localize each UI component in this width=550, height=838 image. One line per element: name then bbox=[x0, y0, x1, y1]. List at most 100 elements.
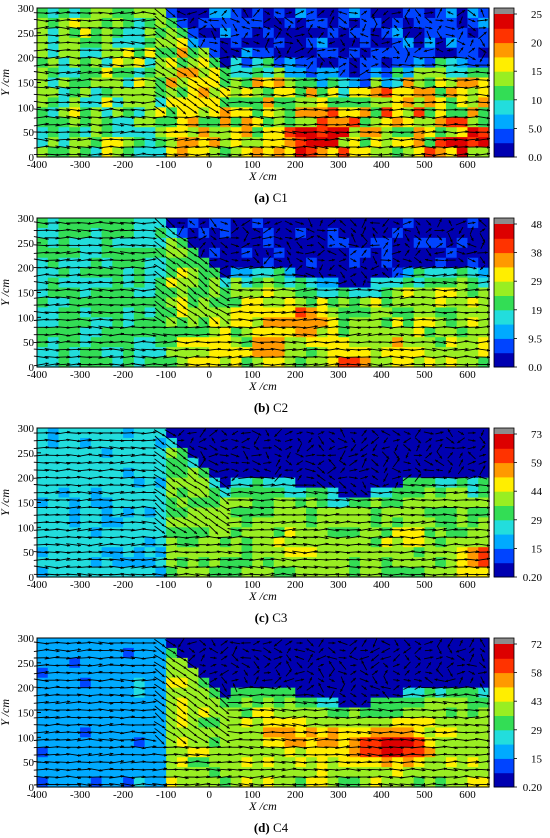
field-cell bbox=[338, 37, 350, 49]
field-cell bbox=[230, 117, 243, 128]
field-cell bbox=[263, 147, 275, 158]
field-cell bbox=[435, 477, 447, 489]
x-tick-label: -300 bbox=[70, 579, 91, 591]
field-cell bbox=[273, 507, 286, 518]
field-cell bbox=[101, 717, 113, 728]
y-tick-label: 300 bbox=[18, 423, 35, 435]
field-cell bbox=[101, 17, 113, 29]
field-cell bbox=[187, 147, 200, 158]
field-cell bbox=[263, 647, 275, 659]
y-tick-label: 300 bbox=[18, 213, 35, 225]
field-cell bbox=[338, 297, 350, 308]
field-cell bbox=[263, 477, 275, 489]
vector-arrow bbox=[196, 106, 209, 114]
field-cell bbox=[370, 37, 382, 49]
field-cell bbox=[413, 57, 426, 69]
field-cell bbox=[230, 297, 243, 308]
field-cell bbox=[424, 127, 436, 138]
field-cell bbox=[144, 87, 156, 98]
field-cell bbox=[133, 117, 146, 128]
field-cell bbox=[176, 277, 189, 289]
field-cell bbox=[424, 27, 436, 39]
field-cell bbox=[123, 87, 135, 98]
y-tick-label: 0 bbox=[29, 572, 35, 584]
field-cell bbox=[112, 17, 124, 29]
field-cell bbox=[155, 497, 167, 509]
vector-arrow bbox=[186, 98, 198, 107]
field-cell bbox=[241, 137, 253, 148]
x-tick-label: 600 bbox=[459, 369, 476, 381]
field-cell bbox=[90, 357, 103, 368]
y-tick-label: 150 bbox=[18, 498, 35, 510]
field-cell bbox=[456, 8, 469, 19]
field-cell bbox=[209, 428, 221, 439]
field-cell bbox=[209, 47, 221, 59]
field-cell bbox=[445, 218, 458, 229]
field-cell bbox=[176, 707, 189, 719]
field-cell bbox=[209, 697, 221, 709]
field-cell bbox=[155, 87, 167, 98]
field-cell bbox=[58, 317, 70, 328]
field-cell bbox=[187, 67, 200, 79]
x-tick-label: 500 bbox=[416, 369, 433, 381]
field-cell bbox=[166, 17, 178, 29]
field-cell bbox=[123, 77, 135, 89]
field-cell bbox=[241, 8, 253, 19]
field-cell bbox=[327, 107, 339, 118]
field-cell bbox=[467, 97, 479, 108]
x-tick-label: -300 bbox=[70, 159, 91, 171]
field-cell bbox=[370, 57, 382, 69]
field-cell bbox=[306, 107, 318, 118]
field-cell bbox=[133, 87, 146, 98]
colorbar-tick-label: 29 bbox=[531, 276, 543, 288]
field-cell bbox=[295, 77, 307, 89]
field-cell bbox=[273, 638, 286, 649]
field-cell bbox=[359, 327, 372, 338]
field-cell bbox=[166, 537, 178, 548]
field-cell bbox=[80, 147, 92, 158]
vector-arrow bbox=[76, 145, 92, 149]
field-cell bbox=[284, 27, 296, 39]
field-cell bbox=[445, 87, 458, 98]
field-cell bbox=[198, 137, 210, 148]
field-cell bbox=[478, 147, 490, 158]
field-cell bbox=[219, 67, 232, 79]
field-cell bbox=[69, 507, 81, 518]
field-cell bbox=[209, 87, 221, 98]
field-cell bbox=[456, 327, 469, 338]
field-cell bbox=[112, 257, 124, 269]
vector-arrow bbox=[313, 130, 329, 134]
field-cell bbox=[370, 477, 382, 489]
field-cell bbox=[316, 667, 329, 679]
field-cell bbox=[219, 497, 232, 509]
field-cell bbox=[467, 17, 479, 29]
field-cell bbox=[101, 107, 113, 118]
colorbar-swatch bbox=[494, 266, 514, 282]
field-cell bbox=[144, 57, 156, 69]
field-cell bbox=[478, 567, 490, 578]
field-cell bbox=[198, 77, 210, 89]
field-cell bbox=[381, 357, 393, 368]
field-cell bbox=[209, 247, 221, 259]
field-cell bbox=[176, 467, 189, 479]
y-tick-label: 0 bbox=[29, 152, 35, 164]
field-cell bbox=[316, 557, 329, 568]
x-tick-label: -200 bbox=[113, 579, 134, 591]
field-cell bbox=[198, 467, 210, 479]
field-cell bbox=[144, 107, 156, 118]
field-cell bbox=[219, 77, 232, 89]
field-cell bbox=[187, 47, 200, 59]
field-cell bbox=[252, 147, 264, 158]
field-cell bbox=[187, 467, 200, 479]
field-cell bbox=[370, 237, 382, 249]
field-cell bbox=[392, 237, 404, 249]
field-cell bbox=[467, 147, 479, 158]
field-cell bbox=[316, 147, 329, 158]
field-cell bbox=[295, 27, 307, 39]
field-cell bbox=[338, 77, 350, 89]
field-cell bbox=[381, 97, 393, 108]
y-tick-label: 250 bbox=[18, 238, 35, 250]
x-tick-label: 500 bbox=[416, 159, 433, 171]
field-cell bbox=[349, 237, 361, 249]
